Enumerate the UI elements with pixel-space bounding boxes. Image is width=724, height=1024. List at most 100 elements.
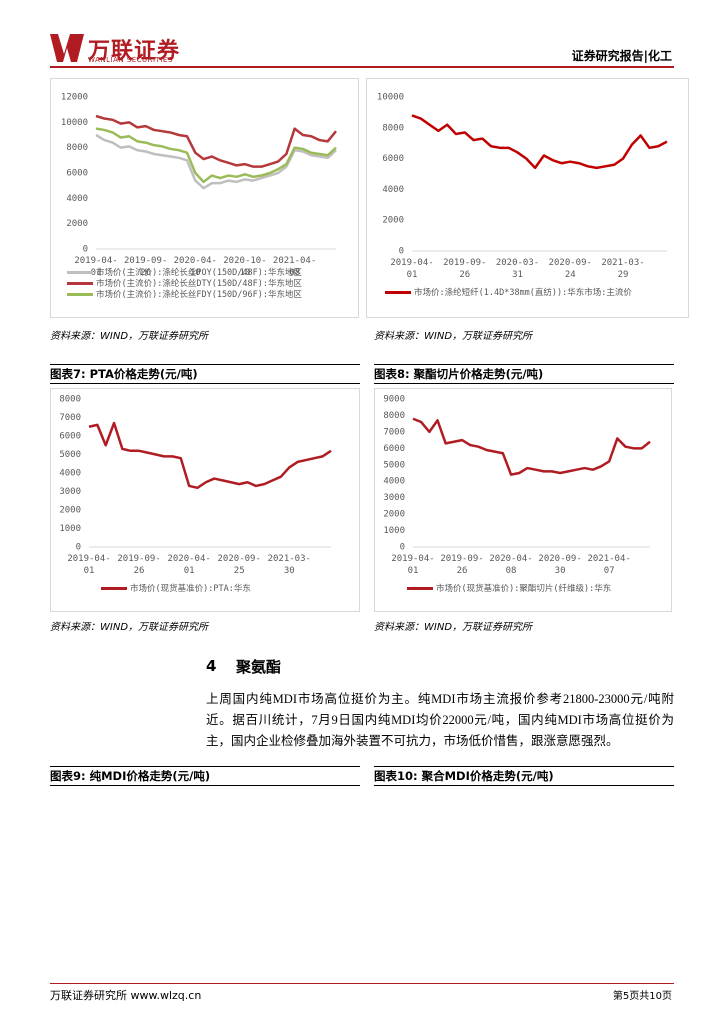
y-tick-label: 8000 — [383, 411, 405, 421]
x-tick-label: 2021-04-07 — [587, 554, 631, 576]
figure-caption: 图表7: PTA价格走势(元/吨) — [50, 364, 360, 384]
chart: 0 2000 4000 6000 8000 10000 — [377, 93, 668, 257]
legend-item: 市场价(主流价):涤纶长丝POY(150D/48F):华东地区 — [67, 268, 302, 279]
y-tick-label: 6000 — [66, 169, 88, 179]
x-tick-label: 2019-09-26 — [443, 258, 487, 280]
y-tick-label: 3000 — [383, 493, 405, 503]
paragraph: 上周国内纯MDI市场高位挺价为主。纯MDI市场主流报价参考21800-23000… — [206, 692, 674, 748]
figure-caption: 图表8: 聚酯切片价格走势(元/吨) — [374, 364, 674, 384]
chart-box: 0 1000 2000 3000 4000 5000 6000 7000 8000 2019-04… — [50, 388, 360, 612]
legend-swatch — [385, 291, 411, 294]
legend: 市场价(现货基准价):PTA:华东 — [101, 584, 251, 595]
footer-rule — [50, 983, 674, 984]
legend-label: 市场价(主流价):涤纶长丝DTY(150D/48F):华东地区 — [96, 279, 302, 289]
legend-label: 市场价(现货基准价):聚酯切片(纤维级):华东 — [436, 584, 612, 594]
y-tick-label: 2000 — [383, 510, 405, 520]
y-tick-label: 9000 — [383, 395, 405, 405]
legend: 市场价(主流价):涤纶长丝POY(150D/48F):华东地区 市场价(主流价):… — [67, 268, 302, 301]
legend-item: 市场价(现货基准价):PTA:华东 — [101, 584, 251, 595]
legend-swatch — [67, 293, 93, 296]
source-note: 资料来源：WIND，万联证券研究所 — [374, 331, 533, 342]
line-series — [88, 421, 332, 490]
legend: 市场价(现货基准价):聚酯切片(纤维级):华东 — [407, 584, 611, 595]
header-rule — [50, 66, 674, 68]
x-tick-label: 2019-04-01 — [391, 554, 435, 576]
x-tick-label: 2019-04-01 — [67, 554, 111, 576]
x-tick-label: 2020-09-25 — [217, 554, 261, 576]
y-tick-label: 4000 — [383, 477, 405, 487]
legend-label: 市场价(现货基准价):PTA:华东 — [130, 584, 251, 594]
legend-item: 市场价(现货基准价):聚酯切片(纤维级):华东 — [407, 584, 611, 595]
y-tick-label: 6000 — [59, 432, 81, 442]
y-tick-label: 0 — [83, 245, 88, 255]
y-tick-label: 6000 — [382, 154, 404, 164]
x-tick-label: 2019-04-01 — [390, 258, 434, 280]
y-tick-label: 2000 — [59, 506, 81, 516]
x-tick-label: 2021-03-29 — [601, 258, 645, 280]
y-tick-label: 5000 — [383, 460, 405, 470]
x-tick-label: 2020-04-01 — [167, 554, 211, 576]
logo-english: WANLIAN SECURITIES — [88, 56, 173, 64]
line-series — [95, 114, 337, 168]
y-tick-label: 6000 — [383, 444, 405, 454]
y-tick-label: 4000 — [382, 185, 404, 195]
line-series — [411, 114, 668, 170]
y-tick-label: 10000 — [377, 93, 404, 103]
y-tick-label: 7000 — [59, 413, 81, 423]
legend-item: 市场价:涤纶短纤(1.4D*38mm(直纺)):华东市场:主流价 — [385, 288, 632, 299]
legend: 市场价:涤纶短纤(1.4D*38mm(直纺)):华东市场:主流价 — [385, 288, 632, 299]
y-tick-label: 0 — [399, 247, 404, 257]
x-tick-label: 2019-09-26 — [117, 554, 161, 576]
line-series — [95, 133, 337, 190]
figure-caption: 图表9: 纯MDI价格走势(元/吨) — [50, 766, 360, 786]
legend-item: 市场价(主流价):涤纶长丝DTY(150D/48F):华东地区 — [67, 279, 302, 290]
x-tick-label: 2021-03-30 — [267, 554, 311, 576]
chart-box: 0 2000 4000 6000 8000 10000 12000 2019-04-01 201… — [50, 78, 359, 318]
chart-box: 0 2000 4000 6000 8000 10000 2019-04-01 2019-09-… — [366, 78, 689, 318]
y-tick-label: 3000 — [59, 487, 81, 497]
y-tick-label: 10000 — [61, 118, 88, 128]
x-tick-label: 2020-10-10 — [223, 256, 267, 278]
y-tick-label: 1000 — [383, 526, 405, 536]
legend-swatch — [407, 587, 433, 590]
legend-item: 市场价(主流价):涤纶长丝FDY(150D/96F):华东地区 — [67, 290, 302, 301]
footer-left: 万联证券研究所 www.wlzq.cn — [50, 989, 202, 1002]
y-tick-label: 2000 — [382, 216, 404, 226]
line-series — [412, 417, 651, 476]
y-tick-label: 8000 — [382, 123, 404, 133]
y-tick-label: 4000 — [66, 194, 88, 204]
y-tick-label: 4000 — [59, 469, 81, 479]
chart: 0 2000 4000 6000 8000 10000 12000 — [61, 93, 337, 255]
legend-swatch — [101, 587, 127, 590]
y-tick-label: 1000 — [59, 524, 81, 534]
x-tick-label: 2019-09-26 — [123, 256, 168, 278]
y-tick-label: 0 — [76, 543, 81, 553]
section-number: 4 — [206, 657, 217, 675]
x-tick-label: 2020-04-08 — [489, 554, 533, 576]
y-tick-label: 2000 — [66, 219, 88, 229]
x-tick-label: 2020-09-30 — [538, 554, 582, 576]
legend-swatch — [67, 271, 93, 274]
legend-label: 市场价:涤纶短纤(1.4D*38mm(直纺)):华东市场:主流价 — [414, 288, 632, 298]
line-series — [95, 127, 337, 184]
source-note: 资料来源：WIND，万联证券研究所 — [50, 622, 209, 633]
x-tick-label: 2020-03-31 — [495, 258, 540, 280]
section-title: 聚氨酯 — [236, 658, 282, 676]
x-tick-label: 2021-04-08 — [272, 256, 317, 278]
legend-label: 市场价(主流价):涤纶长丝FDY(150D/96F):华东地区 — [96, 290, 302, 300]
source-note: 资料来源：WIND，万联证券研究所 — [374, 622, 533, 633]
x-tick-label: 2019-04-01 — [74, 256, 118, 278]
x-tick-label: 2019-09-26 — [440, 554, 484, 576]
y-tick-label: 0 — [400, 543, 405, 553]
figure-caption: 图表10: 聚合MDI价格走势(元/吨) — [374, 766, 674, 786]
source-note: 资料来源：WIND，万联证券研究所 — [50, 331, 209, 342]
y-tick-label: 8000 — [66, 143, 88, 153]
y-tick-label: 7000 — [383, 427, 405, 437]
y-tick-label: 8000 — [59, 395, 81, 405]
logo-icon — [50, 34, 84, 62]
legend-swatch — [67, 282, 93, 285]
x-tick-label: 2020-09-24 — [548, 258, 592, 280]
y-tick-label: 12000 — [61, 93, 88, 103]
legend-label: 市场价(主流价):涤纶长丝POY(150D/48F):华东地区 — [96, 268, 302, 278]
